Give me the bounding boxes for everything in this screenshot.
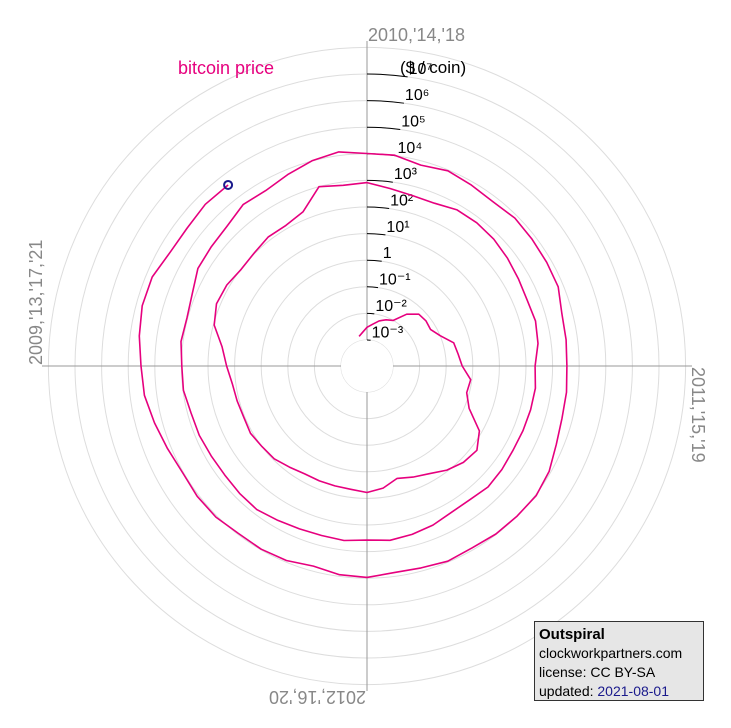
r-tick-mark — [366, 126, 401, 131]
theta-tick-label: 2010,'14,'18 — [368, 25, 465, 45]
r-tick-mark — [366, 179, 393, 183]
r-tick-label: 10² — [390, 193, 414, 210]
theta-tick-label: 2009,'13,'17,'21 — [26, 240, 46, 365]
r-tick-mark — [366, 312, 375, 315]
r-tick-label: 10³ — [394, 166, 418, 183]
credit-title: Outspiral — [539, 626, 605, 643]
r-tick-label: 10⁻² — [375, 298, 407, 315]
r-tick-mark — [366, 206, 390, 210]
r-tick-label: 10⁴ — [398, 140, 423, 157]
theta-tick-label: 2011,'15,'19 — [688, 367, 708, 463]
latest-marker — [223, 179, 234, 190]
center-hole — [341, 340, 393, 392]
r-tick-mark — [366, 73, 408, 78]
credit-updated: updated: 2021-08-01 — [539, 682, 699, 701]
price-line — [138, 151, 568, 579]
r-tick-label: 10⁷ — [409, 61, 433, 78]
r-tick-mark — [366, 259, 382, 262]
r-tick-mark — [366, 100, 405, 104]
r-tick-label: 10⁵ — [401, 114, 425, 131]
r-tick-label: 10⁻¹ — [379, 272, 411, 289]
legend-label: bitcoin price — [178, 58, 274, 78]
r-tick-label: 10⁶ — [405, 87, 429, 104]
r-axis-label: ($ / coin) — [400, 58, 466, 77]
updated-label: updated: — [539, 683, 594, 699]
credit-license: license: CC BY-SA — [539, 664, 656, 680]
updated-date: 2021-08-01 — [597, 683, 670, 699]
r-tick-label: 1 — [383, 245, 392, 262]
r-tick-mark — [366, 233, 386, 236]
r-tick-label: 10⁻³ — [372, 324, 404, 341]
theta-tick-label: 2012,'16,'20 — [269, 687, 366, 707]
credit-box: Outspiral clockworkpartners.com license:… — [534, 621, 704, 701]
credit-site: clockworkpartners.com — [539, 645, 683, 661]
r-tick-mark — [366, 286, 379, 289]
r-tick-label: 10¹ — [386, 219, 409, 236]
